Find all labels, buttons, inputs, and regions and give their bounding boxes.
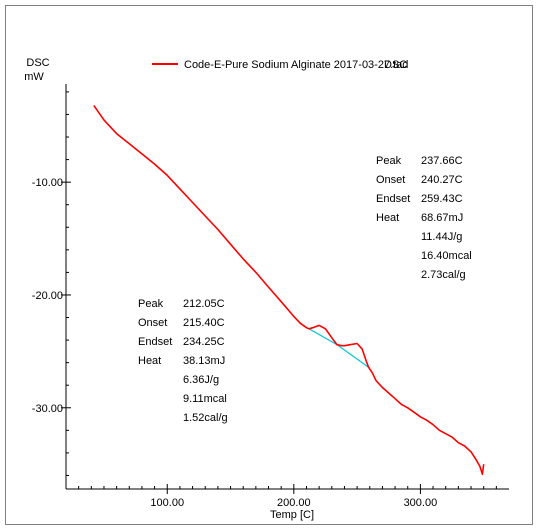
annotation-value: 38.13mJ xyxy=(183,355,225,367)
dsc-chart: -10.00 -20.00 -30.00 100.00 200.00 300.00 Pe… xyxy=(24,57,509,521)
annotation-label: Peak xyxy=(376,155,402,167)
y-axis-title: DSC xyxy=(26,57,49,69)
annotation-value: 240.27C xyxy=(421,174,463,186)
annotation-value: 11.44J/g xyxy=(421,231,462,243)
y-axis-unit: mW xyxy=(24,71,44,83)
x-tick-label: 200.00 xyxy=(277,497,311,509)
annotation-value: 215.40C xyxy=(183,317,225,329)
y-ticks: -10.00 -20.00 -30.00 xyxy=(32,91,71,476)
y-tick-label: -10.00 xyxy=(32,177,63,189)
annotation-label: Endset xyxy=(138,336,172,348)
x-axis-title: Temp [C] xyxy=(270,509,314,521)
legend-label: Code-E-Pure Sodium Alginate 2017-03-27.t… xyxy=(184,59,408,71)
annotation-label: Onset xyxy=(376,174,405,186)
chart-frame: -10.00 -20.00 -30.00 100.00 200.00 300.00 Pe… xyxy=(5,5,533,525)
annotations-group: Peak 237.66C Onset 240.27C Endset 259.43C Heat… xyxy=(138,155,472,424)
annotation-value: 68.67mJ xyxy=(421,212,463,224)
x-tick-label: 100.00 xyxy=(150,497,184,509)
y-tick-label: -20.00 xyxy=(32,290,63,302)
annotation-table: Peak 212.05C Onset 215.40C Endset 234.25C Heat… xyxy=(138,298,228,424)
annotation-label: Heat xyxy=(376,212,399,224)
annotation-value: 1.52cal/g xyxy=(183,412,228,424)
annotation-value: 16.40mcal xyxy=(421,250,472,262)
annotation-value: 6.36J/g xyxy=(183,374,219,386)
annotation-label: Endset xyxy=(376,193,410,205)
annotation-value: 2.73cal/g xyxy=(421,269,466,281)
annotation-value: 234.25C xyxy=(183,336,225,348)
y-tick-label: -30.00 xyxy=(32,403,63,415)
annotation-value: 259.43C xyxy=(421,193,463,205)
x-ticks: 100.00 200.00 300.00 xyxy=(78,484,497,509)
series-line xyxy=(93,104,485,476)
x-tick-label: 300.00 xyxy=(404,497,438,509)
annotation-value: 212.05C xyxy=(183,298,225,310)
plot-area: -10.00 -20.00 -30.00 100.00 200.00 300.00 Pe… xyxy=(32,84,509,509)
baseline-line xyxy=(336,344,369,368)
series-group xyxy=(93,104,485,476)
legend-suffix: DSC xyxy=(384,59,407,71)
annotation-label: Heat xyxy=(138,355,161,367)
annotation-value: 9.11mcal xyxy=(183,393,227,405)
baseline-line xyxy=(308,328,338,346)
baselines xyxy=(308,328,369,368)
annotation-table: Peak 237.66C Onset 240.27C Endset 259.43C Heat… xyxy=(376,155,472,281)
annotation-label: Peak xyxy=(138,298,164,310)
annotation-label: Onset xyxy=(138,317,167,329)
annotation-value: 237.66C xyxy=(421,155,463,167)
legend: Code-E-Pure Sodium Alginate 2017-03-27.t… xyxy=(152,59,408,71)
